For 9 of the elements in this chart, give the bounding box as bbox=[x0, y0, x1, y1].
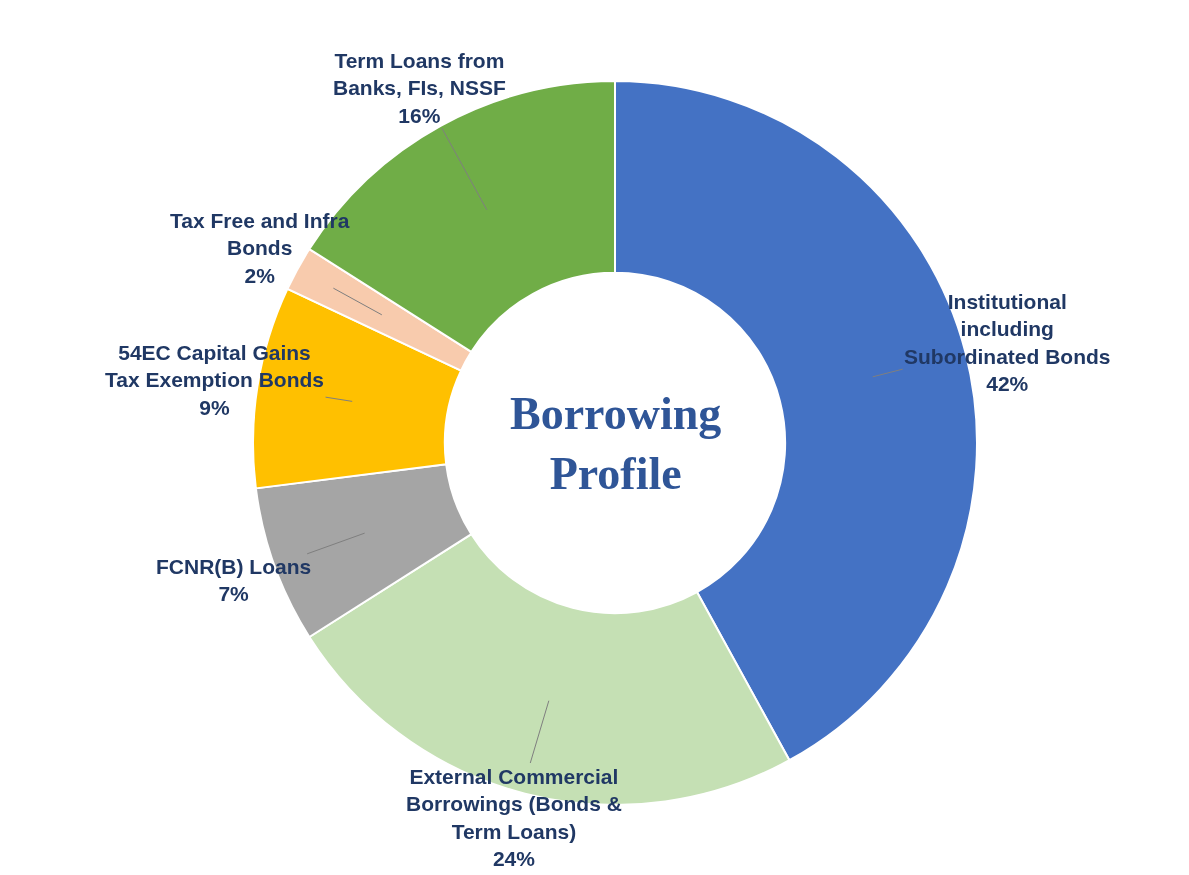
slice-label: Term Loans from Banks, FIs, NSSF bbox=[333, 49, 506, 100]
data-label: 2% bbox=[244, 263, 276, 287]
data-label: 42% bbox=[986, 371, 1029, 395]
data-label: 24% bbox=[492, 846, 536, 870]
text: Borrowing Profile bbox=[510, 388, 722, 499]
data-label: 9% bbox=[199, 395, 230, 419]
data-label: 16% bbox=[398, 103, 441, 127]
slice-label: External Commercial Borrowings (Bonds & Term Loans) bbox=[406, 765, 622, 843]
data-label: 7% bbox=[218, 582, 250, 606]
